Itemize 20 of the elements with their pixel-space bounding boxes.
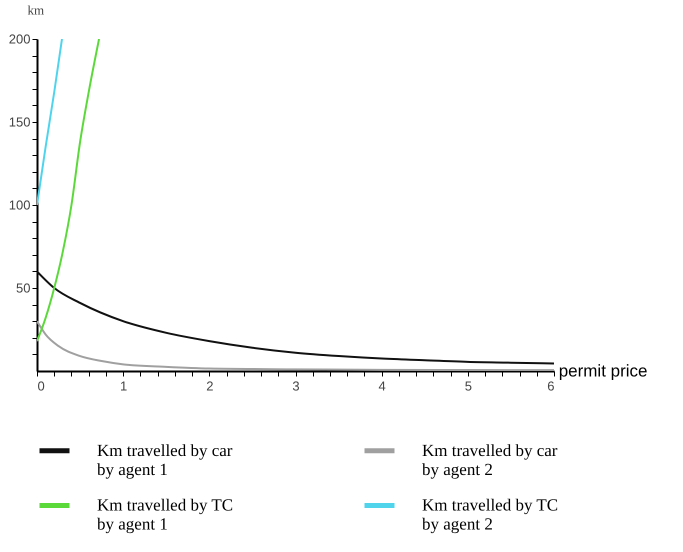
line-series: [37, 39, 100, 342]
x-tick-label: 3: [292, 378, 300, 394]
x-tick-label: 5: [464, 378, 472, 394]
legend-label: Km travelled by car by agent 1: [97, 440, 233, 479]
y-tick-label: 200: [8, 32, 30, 46]
x-tick-label: 0: [38, 378, 45, 394]
y-tick-label: 100: [8, 198, 30, 212]
x-tick-label: 4: [378, 378, 386, 394]
x-axis-title: permit price: [558, 362, 648, 380]
y-axis-title: km: [28, 2, 44, 18]
line-series: [37, 270, 554, 365]
legend-label: Km travelled by car by agent 2: [422, 440, 558, 479]
y-tick-label: 150: [8, 114, 30, 130]
x-tick-label: 1: [120, 378, 128, 394]
legend-label: Km travelled by TC by agent 2: [422, 496, 558, 534]
y-tick-label: 50: [16, 280, 30, 296]
line-series: [37, 39, 63, 206]
legend-label: Km travelled by TC by agent 1: [97, 496, 234, 534]
x-tick-label: 6: [547, 378, 554, 394]
x-tick-label: 2: [206, 378, 214, 394]
